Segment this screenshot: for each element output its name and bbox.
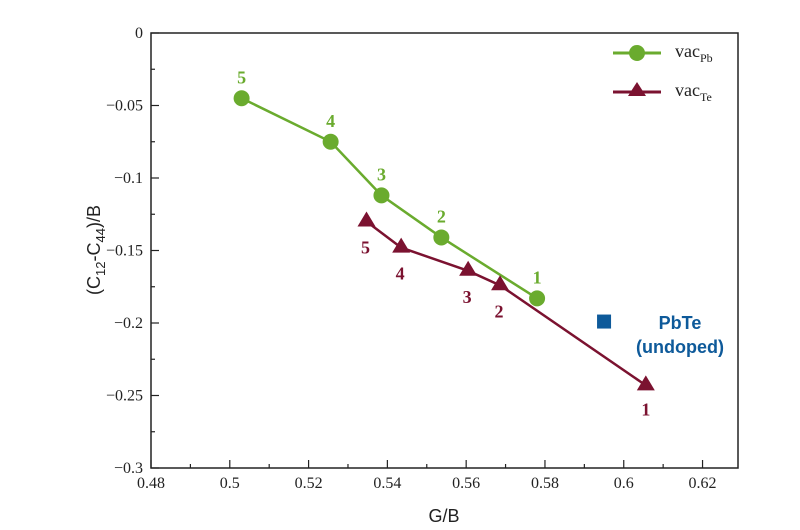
axes: 0.48 0.5 0.52 0.54 0.56 0.58 0.6 0.62 0 −0.05 −0.1…: [106, 25, 717, 492]
y-tick-label: −0.05: [106, 98, 143, 115]
point-label-vacPb: 1: [533, 267, 542, 287]
data-point-vacTe: [636, 375, 655, 391]
point-label-vacTe: 5: [361, 238, 370, 258]
data-point-vacTe: [491, 275, 510, 291]
series-layer: 1 2 3 4 5 1 2 3 4 5: [233, 67, 655, 419]
data-point-vacTe: [357, 211, 376, 227]
y-tick-label: −0.2: [114, 315, 143, 332]
x-axis-label: G/B: [428, 506, 459, 526]
y-tick-label: 0: [135, 25, 143, 42]
legend-label-vacTe: vacTe: [675, 80, 712, 104]
x-tick-label: 0.54: [373, 475, 401, 492]
point-label-vacTe: 4: [396, 264, 405, 284]
x-tick-label: 0.58: [531, 475, 559, 492]
data-point-vacPb: [373, 187, 390, 204]
reference-annotation: PbTe (undoped): [636, 313, 724, 357]
x-tick-label: 0.5: [220, 475, 240, 492]
point-label-vacTe: 3: [463, 287, 472, 307]
data-point-vacPb: [529, 290, 546, 307]
reference-label-line2: (undoped): [636, 337, 724, 357]
y-tick-label: −0.25: [106, 388, 143, 405]
legend: vacPb vacTe: [613, 41, 713, 104]
y-axis-label: (C12-C44)/B: [84, 205, 108, 295]
legend-item-vacTe: vacTe: [613, 80, 712, 104]
series-vacPb: 1 2 3 4 5: [233, 67, 546, 307]
x-tick-label: 0.56: [452, 475, 480, 492]
series-line-vacPb: [241, 97, 538, 300]
legend-item-vacPb: vacPb: [613, 41, 713, 65]
data-point-vacPb: [322, 133, 339, 150]
data-point-vacPb: [433, 229, 450, 246]
x-tick-label: 0.48: [137, 475, 165, 492]
point-label-vacTe: 1: [641, 399, 650, 419]
data-point-vacTe: [392, 237, 411, 253]
x-tick-label: 0.52: [295, 475, 323, 492]
y-tick-label: −0.3: [114, 460, 143, 477]
point-label-vacPb: 2: [437, 206, 446, 226]
y-tick-label: −0.1: [114, 170, 143, 187]
legend-label-vacPb: vacPb: [675, 41, 713, 65]
legend-marker-vacTe: [628, 82, 646, 96]
x-tick-label: 0.62: [689, 475, 717, 492]
point-label-vacPb: 4: [326, 111, 335, 131]
legend-marker-vacPb: [629, 45, 645, 61]
data-point-vacTe: [459, 260, 478, 276]
y-tick-label: −0.15: [106, 243, 143, 260]
data-point-vacPb: [233, 90, 250, 107]
point-label-vacPb: 5: [237, 67, 246, 87]
point-label-vacTe: 2: [495, 301, 504, 321]
series-vacTe: 1 2 3 4 5: [357, 211, 655, 419]
x-tick-label: 0.6: [614, 475, 634, 492]
point-label-vacPb: 3: [377, 164, 386, 184]
reference-label-line1: PbTe: [659, 313, 702, 333]
series-line-vacTe: [365, 220, 647, 387]
reference-point-pbte: [597, 314, 612, 329]
